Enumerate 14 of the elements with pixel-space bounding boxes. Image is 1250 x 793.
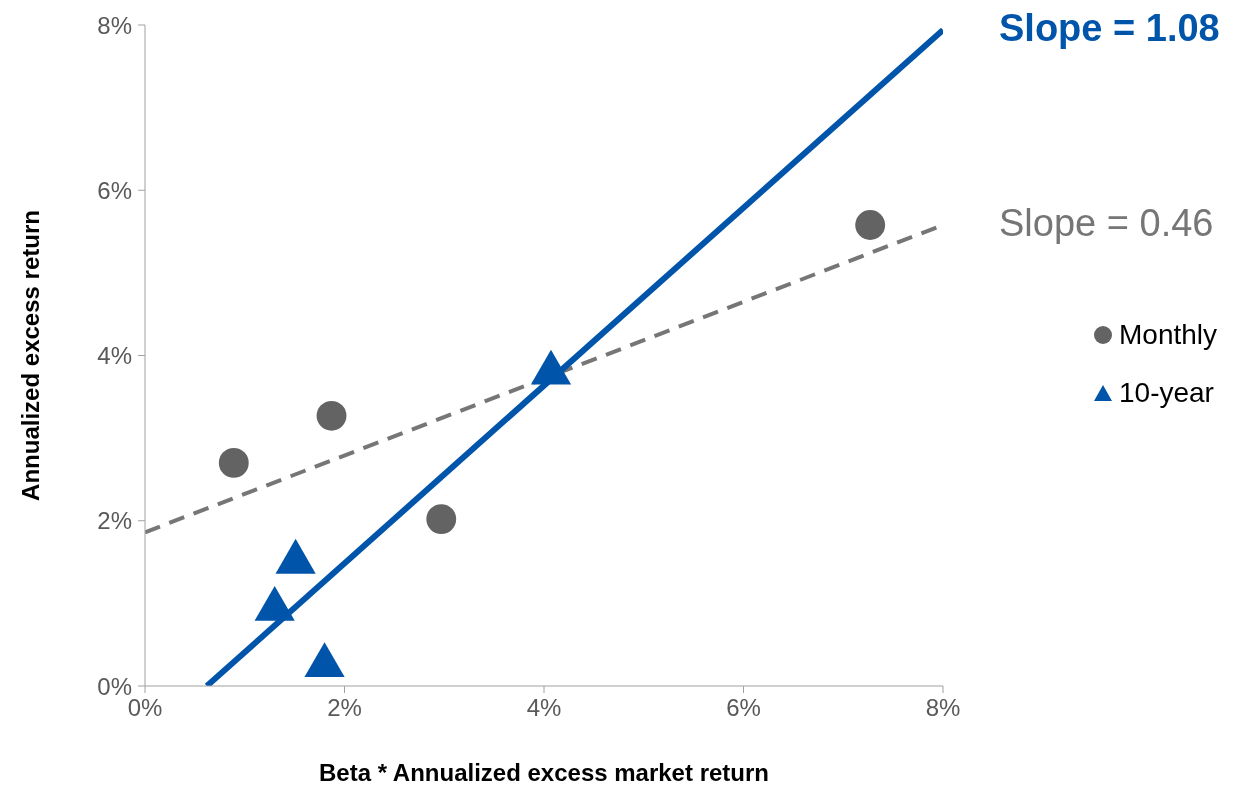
x-tick-label: 6% — [726, 694, 761, 722]
y-tick-label: 2% — [97, 507, 132, 535]
annotation: Slope = 0.46 — [999, 200, 1214, 245]
y-tick-label: 8% — [97, 11, 132, 39]
legend-label: Monthly — [1119, 318, 1218, 351]
x-tick-label: 8% — [925, 694, 961, 722]
y-tick-label: 4% — [97, 342, 132, 370]
y-tick-label: 6% — [97, 176, 132, 204]
x-axis-title: Beta * Annualized excess market return — [319, 759, 769, 786]
x-tick-label: 4% — [526, 694, 562, 722]
legend-label: 10-year — [1119, 376, 1214, 409]
x-tick-label: 2% — [327, 694, 362, 722]
y-axis-title: Annualized excess return — [16, 210, 44, 501]
annotation: Slope = 1.08 — [999, 5, 1220, 50]
